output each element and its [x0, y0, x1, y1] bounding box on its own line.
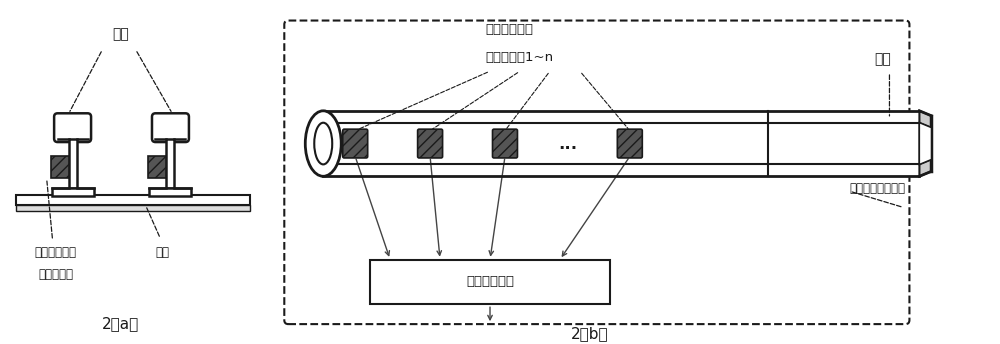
Bar	[51, 157, 69, 178]
Text: 剪力传感器1~n: 剪力传感器1~n	[485, 51, 553, 64]
Text: 轨枕: 轨枕	[155, 246, 169, 259]
Text: 车轮传感器或: 车轮传感器或	[485, 23, 533, 36]
Bar	[166, 139, 174, 188]
Text: 机车检测模块: 机车检测模块	[466, 276, 514, 289]
Bar	[16, 205, 250, 211]
Text: 机车位置检测系统: 机车位置检测系统	[850, 182, 906, 195]
FancyBboxPatch shape	[152, 113, 189, 142]
Text: 车轮传感器或: 车轮传感器或	[35, 246, 77, 259]
Bar	[52, 188, 94, 196]
Ellipse shape	[305, 111, 341, 176]
Bar	[149, 188, 191, 196]
Bar	[370, 260, 610, 304]
Ellipse shape	[314, 123, 332, 164]
Text: 钢轨: 钢轨	[874, 52, 891, 66]
FancyBboxPatch shape	[54, 113, 91, 142]
Bar	[16, 195, 250, 205]
Bar	[148, 157, 166, 178]
FancyBboxPatch shape	[617, 129, 642, 158]
Polygon shape	[919, 123, 931, 164]
FancyBboxPatch shape	[343, 129, 368, 158]
Text: ...: ...	[558, 135, 577, 152]
FancyBboxPatch shape	[418, 129, 443, 158]
Bar	[69, 139, 77, 188]
Text: 2（a）: 2（a）	[102, 316, 139, 332]
Text: 钢轨: 钢轨	[112, 28, 129, 41]
Text: 剪力传感器: 剪力传感器	[38, 268, 73, 281]
Polygon shape	[919, 111, 931, 176]
Text: 2（b）: 2（b）	[571, 326, 609, 342]
FancyBboxPatch shape	[493, 129, 517, 158]
